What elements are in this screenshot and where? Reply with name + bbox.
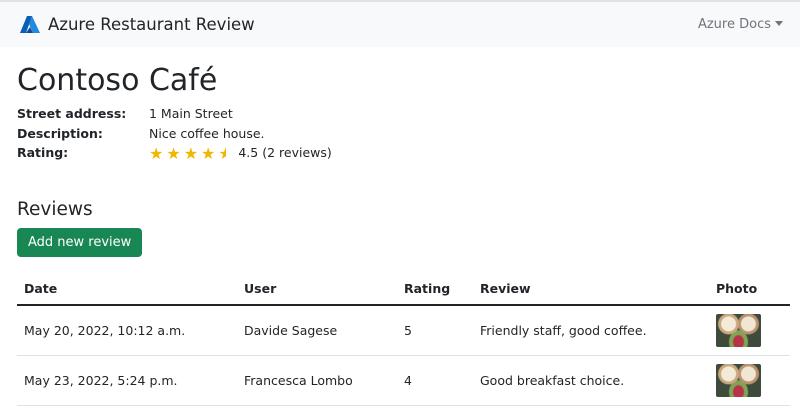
reviews-table: Date User Rating Review Photo May 20, 20… [17, 274, 790, 406]
review-user: Davide Sagese [237, 304, 397, 356]
rating-text: 4.5 (2 reviews) [238, 145, 332, 160]
col-review: Review [473, 274, 709, 306]
rating-value: ★ ★ ★ ★ ★ 4.5 (2 reviews) [149, 144, 790, 163]
azure-docs-dropdown[interactable]: Azure Docs [698, 17, 783, 32]
azure-logo-icon [20, 16, 40, 33]
star-icon: ★ [201, 144, 216, 163]
review-text: Good breakfast choice. [473, 355, 709, 406]
col-rating: Rating [397, 274, 473, 306]
table-header: Date User Rating Review Photo [17, 274, 790, 306]
review-date: May 20, 2022, 10:12 a.m. [17, 304, 237, 356]
star-rating: ★ ★ ★ ★ ★ [149, 145, 226, 163]
star-icon: ★ [166, 144, 181, 163]
col-user: User [237, 274, 397, 306]
rating-label: Rating: [17, 145, 69, 160]
address-label: Street address: [17, 106, 127, 121]
description-value: Nice coffee house. [149, 125, 265, 141]
col-date: Date [17, 274, 237, 306]
col-photo: Photo [709, 274, 790, 306]
half-star-icon: ★ [218, 145, 227, 163]
navbar: Azure Restaurant Review Azure Docs [0, 0, 800, 47]
review-photo[interactable] [716, 363, 761, 397]
restaurant-details: Street address: 1 Main Street Descriptio… [17, 105, 790, 163]
add-review-button[interactable]: Add new review [17, 227, 143, 257]
review-rating: 4 [397, 355, 473, 406]
star-icon: ★ [149, 144, 164, 163]
review-date: May 23, 2022, 5:24 p.m. [17, 355, 237, 406]
star-icon: ★ [183, 144, 199, 163]
brand-link[interactable]: Azure Restaurant Review [20, 15, 255, 34]
review-photo[interactable] [716, 313, 761, 347]
reviews-heading: Reviews [17, 198, 93, 220]
restaurant-name: Contoso Café [17, 63, 218, 98]
table-row: May 20, 2022, 10:12 a.m. Davide Sagese 5… [17, 304, 790, 356]
review-user: Francesca Lombo [237, 355, 397, 406]
brand-title: Azure Restaurant Review [48, 15, 255, 34]
review-rating: 5 [397, 304, 473, 356]
review-text: Friendly staff, good coffee. [473, 304, 709, 356]
table-row: May 23, 2022, 5:24 p.m. Francesca Lombo … [17, 355, 790, 406]
address-value: 1 Main Street [149, 106, 233, 121]
description-label: Description: [17, 125, 103, 141]
